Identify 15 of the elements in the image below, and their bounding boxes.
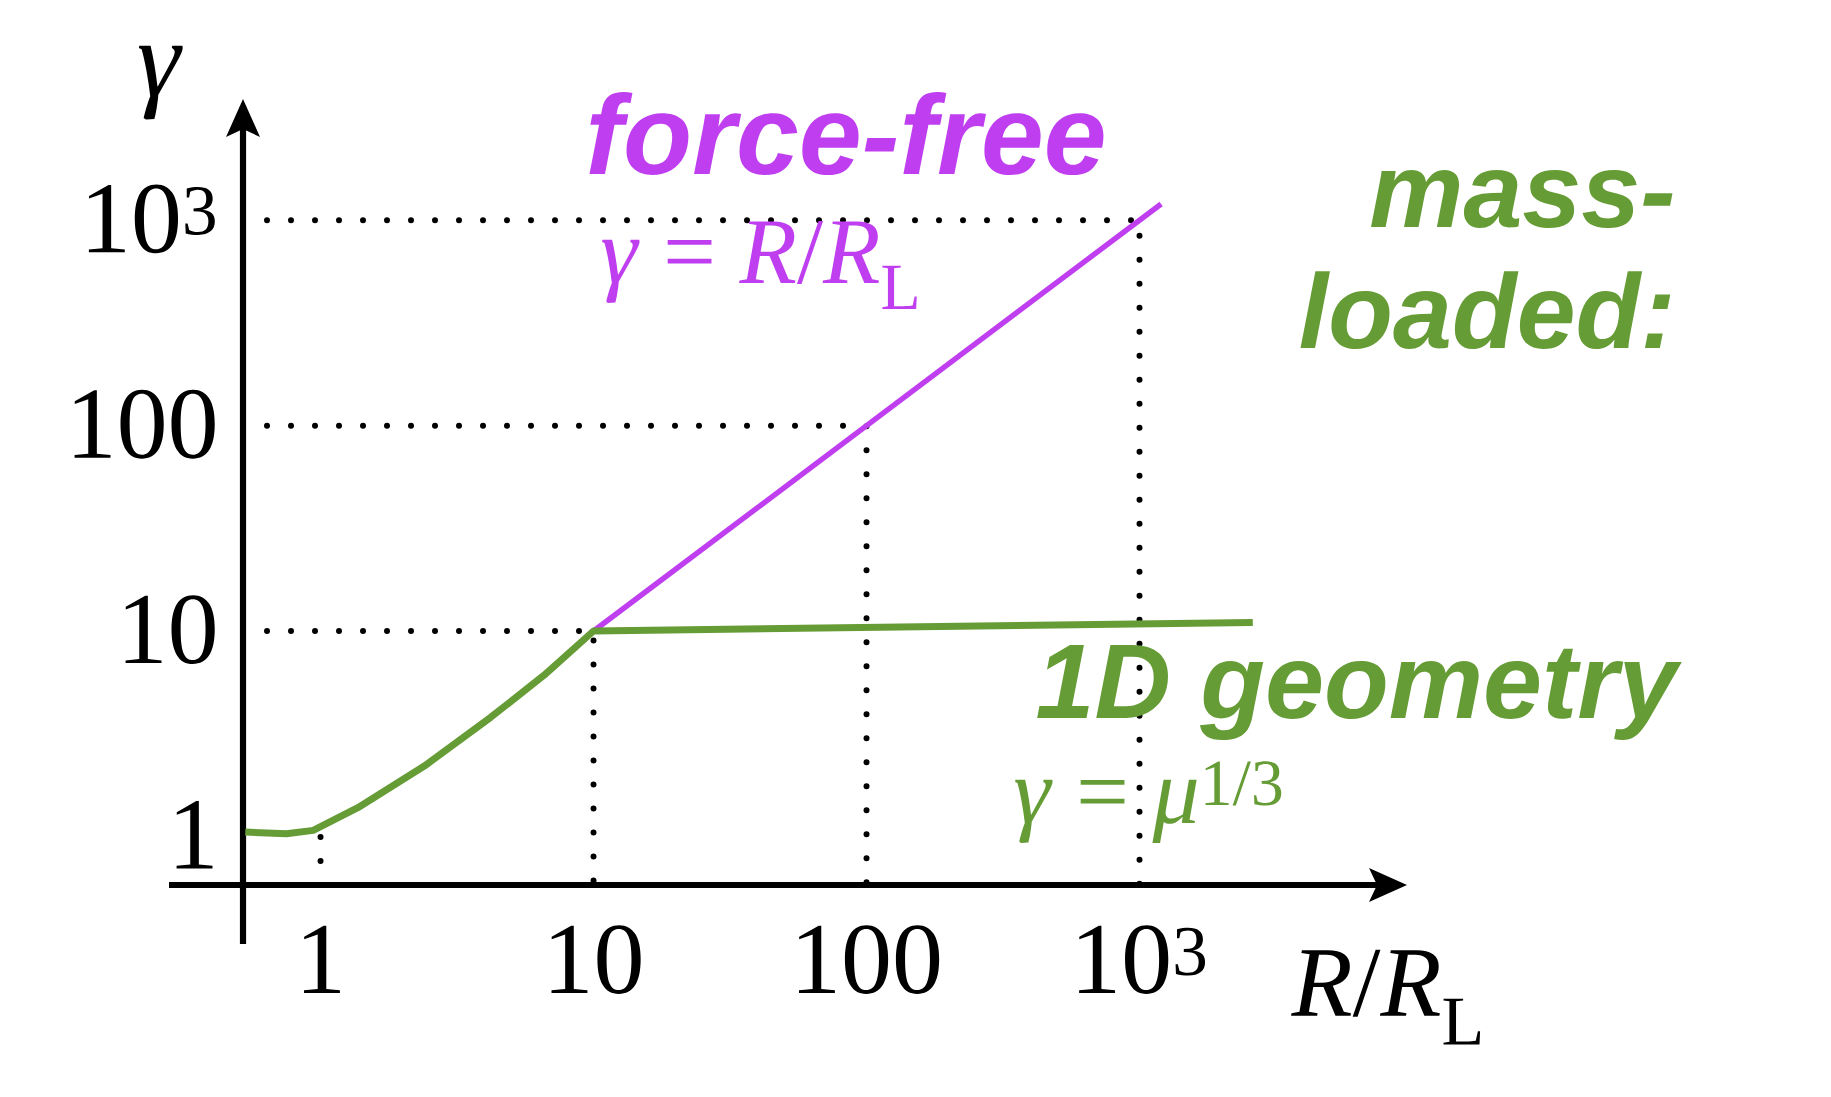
annotation: γ = R/R$_{L}$ (602, 221, 917, 309)
series-label: force-free (589, 92, 1104, 176)
x-tick-label: 10$^{3}$ (1079, 925, 1206, 994)
x-axis-title: R/R$_{L}$ (1291, 949, 1481, 1045)
x-tick-label: 100 (798, 925, 940, 994)
y-axis-title: γ (138, 45, 183, 120)
x-tick-label: 1 (304, 925, 340, 993)
y-tick-label: 10$^{3}$ (88, 184, 215, 254)
y-tick-label: 100 (74, 389, 215, 459)
text: mass-loaded: (1300, 169, 1673, 350)
y-tick-label: 10 (125, 595, 215, 665)
x-tick-label: 10 (551, 925, 641, 994)
y-tick-label: 1 (176, 801, 213, 869)
annotation: γ = μ$^{1/3}$ (1015, 761, 1282, 844)
annotation: 1D geometry (1037, 645, 1682, 740)
